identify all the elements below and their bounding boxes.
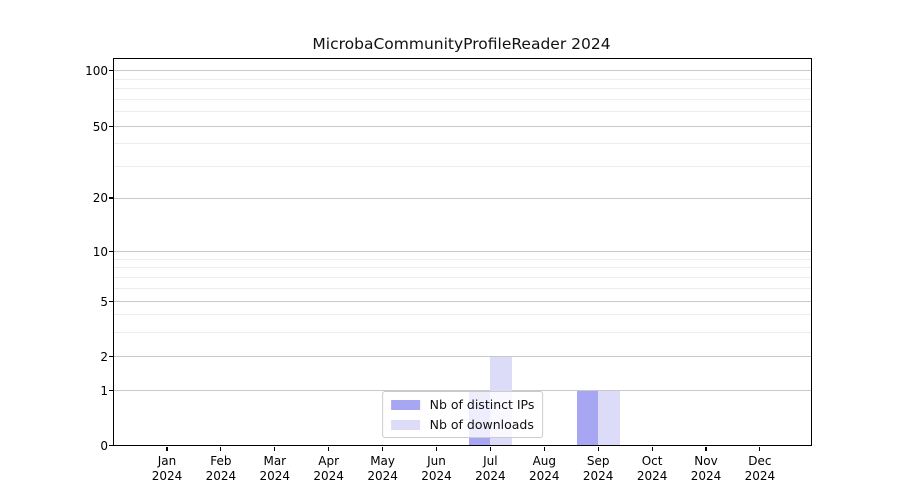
x-tick-label: Jun 2024 <box>407 454 467 484</box>
y-tick-label: 100 <box>85 63 108 78</box>
x-tick-label-month: Sep <box>586 454 610 468</box>
legend: Nb of distinct IPs Nb of downloads <box>381 391 544 438</box>
x-tick-label-year: 2024 <box>636 469 668 483</box>
gridline-major <box>114 126 811 127</box>
x-tick-label-month: Jun <box>427 454 446 468</box>
x-tick-label: May 2024 <box>353 454 413 484</box>
x-tick-label-month: Feb <box>210 454 232 468</box>
y-axis-tick <box>108 389 113 392</box>
x-tick-label-year: 2024 <box>367 469 398 483</box>
gridline-minor <box>114 88 811 90</box>
y-axis-tick <box>108 300 113 303</box>
gridline-major <box>114 356 811 357</box>
gridline-major <box>114 197 811 199</box>
y-tick-label: 2 <box>100 349 108 364</box>
x-tick-label: Jul 2024 <box>460 454 520 484</box>
gridline-minor <box>114 78 811 80</box>
y-tick-label: 5 <box>100 294 108 309</box>
x-tick-label-year: 2024 <box>421 469 452 483</box>
chart-title: MicrobaCommunityProfileReader 2024 <box>312 35 611 53</box>
x-tick-label-month: Mar <box>263 454 287 468</box>
x-tick-label-year: 2024 <box>582 469 614 483</box>
y-axis-tick <box>108 250 113 253</box>
bar-sep-distinct-ips <box>576 390 599 445</box>
x-tick-label-month: Aug <box>532 454 557 468</box>
gridline-minor <box>114 111 811 113</box>
gridline-minor <box>114 287 811 289</box>
y-axis-tick <box>108 125 113 128</box>
x-tick-label-year: 2024 <box>690 469 722 483</box>
x-axis-tick <box>435 446 438 451</box>
x-axis-tick <box>382 446 384 451</box>
legend-label: Nb of distinct IPs <box>429 397 535 412</box>
plot-area: 0 1 2 5 10 20 50 100 Jan 2024 Feb 2024 Mar 2024 Apr 202… <box>85 58 812 483</box>
y-axis-tick <box>108 444 113 447</box>
gridline-minor <box>114 276 811 278</box>
gridline-minor <box>114 143 811 145</box>
x-axis-tick <box>166 446 168 451</box>
x-tick-label-year: 2024 <box>205 469 237 483</box>
x-axis-tick <box>543 446 545 451</box>
x-axis-tick <box>489 446 491 451</box>
x-tick-label-year: 2024 <box>259 469 291 483</box>
gridline-major <box>114 390 811 391</box>
x-tick-label: Feb 2024 <box>191 454 251 484</box>
y-tick-label: 50 <box>92 119 108 134</box>
gridline-minor <box>114 258 811 260</box>
x-tick-label-year: 2024 <box>475 469 506 483</box>
legend-swatch-icon <box>390 399 420 410</box>
x-tick-label-month: Oct <box>641 454 663 468</box>
gridline-major <box>114 251 811 252</box>
x-tick-label-year: 2024 <box>151 469 183 483</box>
x-axis-tick <box>651 446 653 451</box>
x-axis-tick <box>274 446 276 451</box>
legend-swatch-icon <box>390 419 420 430</box>
legend-label: Nb of downloads <box>429 417 534 432</box>
x-tick-label: Apr 2024 <box>299 454 359 484</box>
gridline-minor <box>114 267 811 269</box>
x-axis-tick <box>328 446 330 451</box>
x-tick-label-month: Dec <box>748 454 772 468</box>
bar-sep-downloads <box>598 390 620 445</box>
x-tick-label-month: Apr <box>318 454 340 468</box>
x-tick-label-year: 2024 <box>529 469 560 483</box>
y-tick-label: 10 <box>92 244 108 259</box>
x-tick-label-year: 2024 <box>744 469 776 483</box>
x-tick-label: Oct 2024 <box>622 454 682 484</box>
y-axis-tick <box>108 69 113 72</box>
gridline-minor <box>114 314 811 316</box>
x-tick-label: Nov 2024 <box>676 454 736 484</box>
x-tick-label: Sep 2024 <box>568 454 628 484</box>
gridline-minor <box>114 331 811 333</box>
x-tick-label: Mar 2024 <box>245 454 305 484</box>
y-tick-label: 20 <box>92 191 108 205</box>
x-tick-label-month: May <box>370 454 395 468</box>
y-tick-label: 1 <box>100 383 108 398</box>
gridline-minor <box>114 98 811 100</box>
x-axis-tick <box>705 446 707 451</box>
y-axis-tick <box>108 355 113 358</box>
x-axis-tick <box>220 446 222 451</box>
x-axis-tick <box>759 446 761 451</box>
legend-entry: Nb of distinct IPs <box>390 397 535 412</box>
x-tick-label: Aug 2024 <box>514 454 574 484</box>
x-tick-label: Dec 2024 <box>730 454 790 484</box>
x-tick-label-year: 2024 <box>313 469 344 483</box>
gridline-major <box>114 70 811 71</box>
x-tick-label-month: Nov <box>694 454 718 468</box>
gridline-major <box>114 301 811 302</box>
x-axis-tick <box>597 446 599 451</box>
legend-entry: Nb of downloads <box>390 417 535 432</box>
x-tick-label: Jan 2024 <box>137 454 197 484</box>
x-tick-label-month: Jan <box>157 454 177 468</box>
x-tick-label-month: Jul <box>483 454 498 468</box>
y-tick-label: 0 <box>100 438 108 453</box>
y-axis-tick <box>108 197 113 199</box>
gridline-minor <box>114 165 811 167</box>
